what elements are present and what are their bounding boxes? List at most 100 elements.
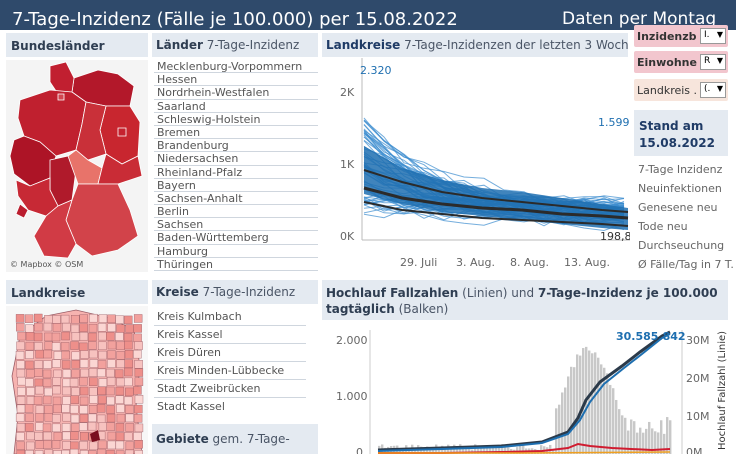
- district-shape[interactable]: [34, 322, 43, 332]
- district-shape[interactable]: [16, 360, 25, 369]
- district-shape[interactable]: [134, 368, 144, 377]
- district-shape[interactable]: [134, 360, 143, 369]
- district-shape[interactable]: [70, 441, 79, 451]
- district-shape[interactable]: [78, 422, 88, 431]
- district-shape[interactable]: [25, 423, 34, 432]
- district-shape[interactable]: [52, 359, 61, 368]
- district-shape[interactable]: [34, 450, 44, 454]
- district-shape[interactable]: [88, 413, 97, 423]
- district-shape[interactable]: [133, 386, 142, 395]
- laender-item[interactable]: Brandenburg: [154, 139, 318, 153]
- district-shape[interactable]: [133, 324, 142, 333]
- district-shape[interactable]: [62, 378, 72, 388]
- district-shape[interactable]: [35, 349, 44, 359]
- district-shape[interactable]: [26, 396, 36, 405]
- filter-einwohner[interactable]: Einwohne... R▼: [634, 51, 728, 73]
- district-shape[interactable]: [44, 413, 54, 422]
- district-shape[interactable]: [88, 323, 98, 333]
- district-shape[interactable]: [24, 404, 34, 413]
- district-shape[interactable]: [71, 423, 80, 432]
- laender-item[interactable]: Saarland: [154, 100, 318, 113]
- district-shape[interactable]: [106, 449, 115, 454]
- state-be[interactable]: [117, 127, 127, 137]
- district-shape[interactable]: [35, 405, 45, 414]
- district-shape[interactable]: [133, 314, 143, 323]
- district-shape[interactable]: [62, 369, 72, 378]
- metric-item[interactable]: Durchseuchung: [638, 239, 725, 252]
- district-shape[interactable]: [33, 396, 43, 405]
- district-shape[interactable]: [15, 350, 25, 360]
- district-shape[interactable]: [79, 359, 89, 368]
- metric-item[interactable]: Tode neu: [638, 220, 688, 233]
- district-shape[interactable]: [70, 324, 80, 334]
- district-shape[interactable]: [43, 360, 52, 369]
- district-shape[interactable]: [52, 377, 61, 386]
- district-shape[interactable]: [33, 332, 43, 342]
- district-shape[interactable]: [26, 441, 35, 451]
- district-shape[interactable]: [123, 396, 133, 406]
- district-shape[interactable]: [134, 404, 143, 414]
- district-shape[interactable]: [24, 314, 34, 323]
- district-shape[interactable]: [16, 396, 26, 405]
- filter-landkreis[interactable]: Landkreis ... (.▼: [634, 79, 728, 101]
- state-sl[interactable]: [15, 203, 29, 219]
- district-shape[interactable]: [16, 423, 26, 432]
- district-shape[interactable]: [17, 376, 26, 386]
- state-st[interactable]: [75, 101, 107, 161]
- filter-landkreis-dropdown[interactable]: (. ▼: [700, 82, 726, 98]
- district-shape[interactable]: [70, 404, 79, 414]
- district-shape[interactable]: [70, 414, 80, 424]
- district-shape[interactable]: [79, 431, 89, 441]
- district-shape[interactable]: [34, 431, 43, 441]
- laender-item[interactable]: Hamburg: [154, 245, 318, 258]
- district-shape[interactable]: [61, 331, 70, 341]
- district-shape[interactable]: [79, 450, 89, 454]
- district-shape[interactable]: [51, 342, 61, 351]
- district-shape[interactable]: [70, 395, 79, 404]
- district-shape[interactable]: [134, 450, 143, 454]
- district-shape[interactable]: [125, 387, 134, 397]
- district-shape[interactable]: [80, 368, 89, 378]
- district-shape[interactable]: [70, 431, 79, 440]
- district-shape[interactable]: [115, 315, 124, 324]
- district-shape[interactable]: [107, 431, 117, 441]
- district-shape[interactable]: [25, 449, 34, 454]
- district-shape[interactable]: [115, 432, 125, 441]
- district-shape[interactable]: [61, 360, 71, 369]
- district-shape[interactable]: [106, 377, 116, 386]
- laender-item[interactable]: Sachsen: [154, 218, 318, 232]
- district-shape[interactable]: [116, 359, 125, 369]
- district-shape[interactable]: [79, 331, 89, 341]
- hochlauf-chart[interactable]: 2.000 1.000 0 30M 20M 10M 0M Hochlauf Fa…: [322, 322, 736, 454]
- district-shape[interactable]: [88, 405, 98, 414]
- district-shape[interactable]: [71, 332, 81, 341]
- district-shape[interactable]: [98, 422, 108, 431]
- district-shape[interactable]: [88, 368, 98, 377]
- district-shape[interactable]: [25, 360, 34, 370]
- laender-item[interactable]: Thüringen: [154, 258, 318, 271]
- laender-item[interactable]: Mecklenburg-Vorpommern: [154, 60, 318, 74]
- district-shape[interactable]: [42, 395, 52, 405]
- laender-item[interactable]: Schleswig-Holstein: [154, 113, 318, 126]
- district-shape[interactable]: [115, 386, 125, 396]
- district-shape[interactable]: [98, 378, 108, 387]
- metric-item[interactable]: Ø Fälle/Tag in 7 T.: [638, 258, 734, 271]
- district-shape[interactable]: [71, 351, 80, 361]
- district-shape[interactable]: [53, 432, 63, 441]
- district-shape[interactable]: [34, 342, 43, 351]
- metric-item[interactable]: 7-Tage Inzidenz: [638, 163, 723, 176]
- district-shape[interactable]: [44, 449, 53, 454]
- district-shape[interactable]: [52, 385, 61, 395]
- district-shape[interactable]: [61, 449, 70, 454]
- district-shape[interactable]: [124, 432, 133, 441]
- germany-states-map[interactable]: © Mapbox © OSM: [6, 60, 148, 272]
- district-shape[interactable]: [53, 369, 62, 379]
- district-shape[interactable]: [106, 396, 115, 406]
- district-shape[interactable]: [88, 450, 97, 454]
- district-shape[interactable]: [115, 395, 124, 404]
- district-shape[interactable]: [61, 423, 71, 432]
- district-shape[interactable]: [60, 342, 70, 351]
- district-shape[interactable]: [116, 404, 125, 413]
- district-shape[interactable]: [134, 377, 144, 386]
- district-shape[interactable]: [107, 323, 116, 332]
